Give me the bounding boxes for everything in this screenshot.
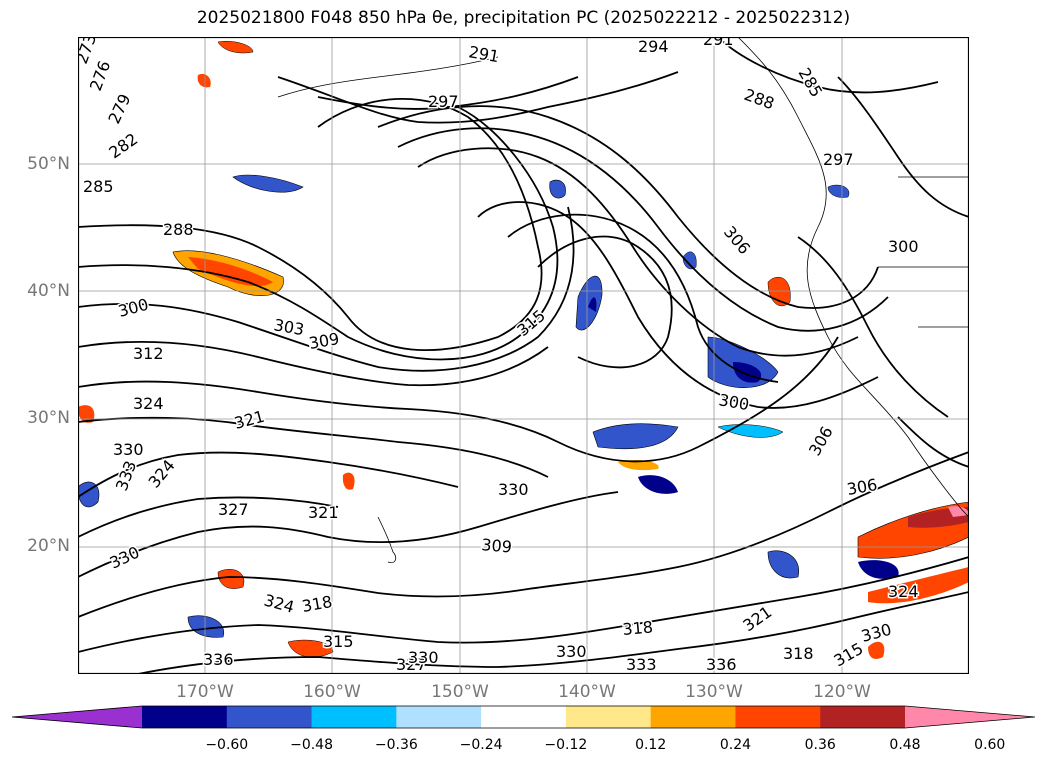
lat-label-30n: 30°N — [27, 408, 70, 428]
colorbar-segment — [311, 706, 397, 728]
contour-label: 333 — [626, 655, 657, 674]
colorbar-segment — [735, 706, 821, 728]
colorbar-tick-label: 0.24 — [719, 737, 752, 753]
contour-label: 318 — [783, 644, 814, 663]
gridlines — [78, 37, 969, 674]
contour-label: 297 — [823, 150, 854, 169]
contour-label: 300 — [888, 237, 919, 256]
contour-label: 336 — [706, 655, 737, 674]
contour-label: 327 — [396, 655, 427, 674]
colorbar-segment — [820, 706, 906, 728]
colorbar-tick-label: 0.12 — [635, 737, 667, 753]
lon-label-120w: 120°W — [813, 682, 871, 702]
contour-label: 312 — [133, 344, 164, 363]
contour-label: 321 — [308, 503, 339, 522]
lon-label-140w: 140°W — [558, 682, 616, 702]
colorbar-tick-label: −0.36 — [374, 737, 418, 753]
colorbar-extend-min — [12, 706, 142, 728]
contour-label: 330 — [556, 642, 587, 661]
colorbar-tick-label: 0.60 — [974, 737, 1006, 753]
precip-negative-shading — [78, 174, 899, 638]
colorbar-segment — [142, 706, 228, 728]
lat-label-50n: 50°N — [27, 154, 70, 174]
colorbar — [11, 705, 1036, 729]
contour-label: 324 — [133, 394, 164, 413]
colorbar-segment — [481, 706, 567, 728]
colorbar-tick-label: −0.60 — [205, 737, 249, 753]
contour-label: 330 — [113, 440, 144, 459]
contour-label: 309 — [481, 535, 513, 557]
contour-label: 294 — [638, 37, 669, 56]
colorbar-tick-label: 0.48 — [889, 737, 921, 753]
lon-label-130w: 130°W — [685, 682, 743, 702]
contour-label: 318 — [622, 617, 654, 639]
colorbar-segment — [396, 706, 482, 728]
map-panel: 2732762792822852882912973003033093123243… — [78, 37, 969, 674]
lon-label-150w: 150°W — [431, 682, 489, 702]
colorbar-segment — [226, 706, 313, 728]
colorbar-segment — [565, 706, 652, 728]
contour-label: 324 — [888, 582, 919, 601]
colorbar-tick-label: −0.48 — [290, 737, 333, 753]
map-title: 2025021800 F048 850 hPa θe, precipitatio… — [196, 8, 851, 28]
colorbar-extend-max — [905, 706, 1035, 728]
colorbar-tick-label: 0.36 — [804, 737, 836, 753]
contour-label: 291 — [703, 37, 734, 49]
colorbar-segment — [650, 706, 736, 728]
lat-label-20n: 20°N — [27, 536, 70, 556]
colorbar-tick-label: −0.12 — [544, 737, 588, 753]
contour-label: 315 — [323, 632, 354, 651]
contour-label: 285 — [83, 177, 114, 196]
contour-label: 330 — [498, 480, 529, 499]
lon-label-160w: 160°W — [303, 682, 361, 702]
contour-label: 330 — [408, 648, 439, 667]
lon-label-170w: 170°W — [176, 682, 234, 702]
contour-label: 297 — [428, 92, 459, 111]
colorbar-tick-label: −0.24 — [459, 737, 503, 753]
coastlines — [277, 37, 969, 564]
contour-label: 288 — [163, 220, 194, 239]
contour-label: 336 — [203, 650, 234, 669]
contour-label: 327 — [218, 500, 249, 519]
lat-label-40n: 40°N — [27, 281, 70, 301]
